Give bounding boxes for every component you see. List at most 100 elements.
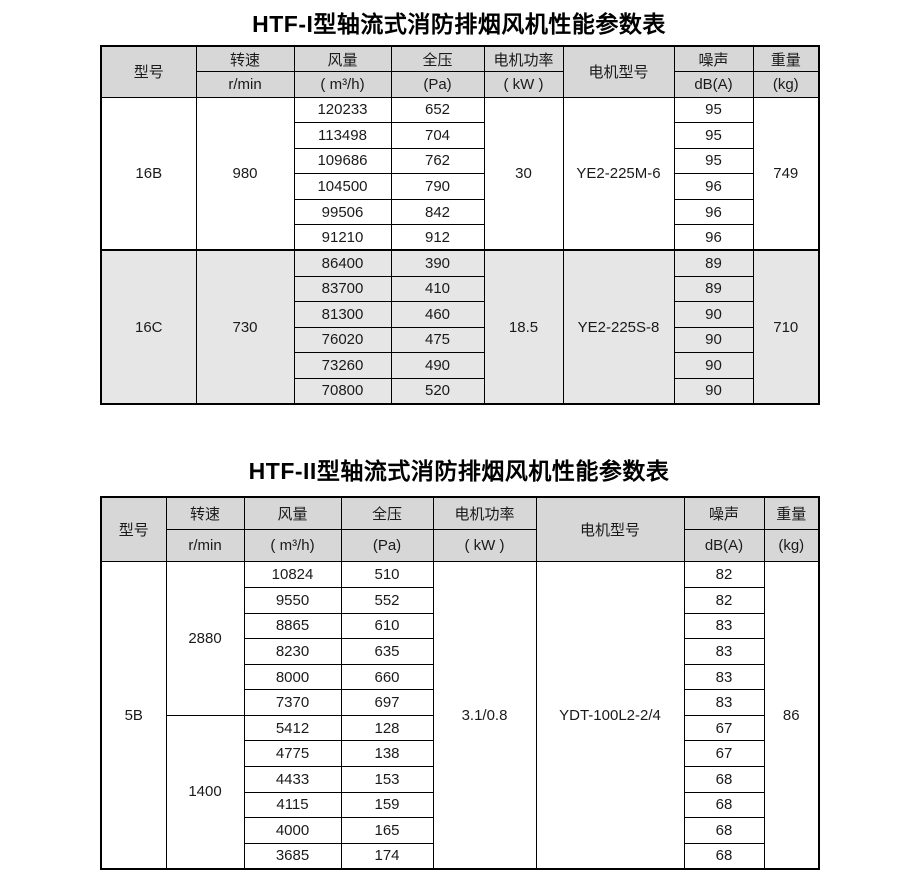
header-flow: 风量 [293, 45, 392, 72]
cell-pressure: 410 [390, 275, 485, 303]
header-pressure: 全压 [340, 496, 434, 530]
cell-flow: 73260 [293, 352, 392, 379]
cell-pressure: 610 [340, 612, 434, 640]
cell-weight: 86 [763, 561, 820, 870]
cell-speed: 2880 [165, 561, 245, 716]
table-row: 70800 520 90 [101, 377, 819, 405]
header-noise-unit: dB(A) [673, 71, 754, 98]
cell-weight: 749 [752, 96, 820, 251]
table-row: 73260 490 90 [101, 352, 819, 379]
cell-noise: 89 [673, 275, 754, 303]
cell-speed: 980 [195, 96, 295, 251]
cell-pressure: 520 [390, 377, 485, 405]
cell-noise: 89 [673, 249, 754, 277]
table-row: 1400 5412 128 67 [101, 714, 819, 870]
cell-flow: 4433 [243, 766, 342, 793]
cell-flow: 4115 [243, 791, 342, 819]
cell-pressure: 128 [340, 714, 434, 742]
cell-flow: 8865 [243, 612, 342, 640]
table-row: 4775 138 67 [101, 740, 819, 768]
cell-flow: 8000 [243, 663, 342, 691]
cell-pressure: 704 [390, 122, 485, 149]
table-row: 3685 174 68 [101, 842, 819, 870]
cell-noise: 83 [683, 612, 765, 640]
cell-pressure: 460 [390, 301, 485, 328]
cell-noise: 68 [683, 817, 765, 844]
cell-flow: 99506 [293, 198, 392, 226]
cell-noise: 82 [683, 561, 765, 589]
header-speed-unit: r/min [165, 528, 245, 563]
header-noise-unit: dB(A) [683, 528, 765, 563]
cell-power: 30 [483, 96, 564, 251]
header-power: 电机功率 [483, 45, 564, 72]
table1-title: HTF-I型轴流式消防排烟风机性能参数表 [252, 11, 666, 37]
header-flow: 风量 [243, 496, 342, 530]
cell-speed: 730 [195, 249, 295, 405]
table-row: 109686 762 95 [101, 147, 819, 175]
cell-pressure: 159 [340, 791, 434, 819]
header-pressure-unit: (Pa) [340, 528, 434, 563]
table-row: 99506 842 96 [101, 198, 819, 226]
cell-noise: 90 [673, 377, 754, 405]
cell-flow: 8230 [243, 638, 342, 665]
cell-flow: 91210 [293, 224, 392, 251]
cell-weight: 710 [752, 249, 820, 405]
header-motor: 电机型号 [535, 496, 685, 563]
cell-noise: 67 [683, 740, 765, 768]
cell-flow: 9550 [243, 587, 342, 614]
cell-flow: 5412 [243, 714, 342, 742]
cell-noise: 96 [673, 224, 754, 251]
cell-pressure: 552 [340, 587, 434, 614]
cell-noise: 90 [673, 301, 754, 328]
cell-speed: 1400 [165, 714, 245, 870]
cell-noise: 95 [673, 147, 754, 175]
cell-power: 18.5 [483, 249, 564, 405]
table2-host: 型号 转速 风量 全压 电机功率 电机型号 噪声 重量 r/min( m³/h) (Pa)( kW… [100, 495, 820, 870]
cell-noise: 95 [673, 96, 754, 124]
table-row: 8865 610 83 [101, 612, 819, 640]
cell-flow: 4775 [243, 740, 342, 768]
cell-pressure: 635 [340, 638, 434, 665]
table-row: 4433 153 68 [101, 766, 819, 793]
cell-noise: 68 [683, 766, 765, 793]
header-noise: 噪声 [683, 496, 765, 530]
cell-pressure: 510 [340, 561, 434, 589]
cell-model: 16C [100, 249, 197, 405]
cell-noise: 96 [673, 198, 754, 226]
cell-pressure: 762 [390, 147, 485, 175]
cell-pressure: 697 [340, 689, 434, 716]
cell-model: 16B [100, 96, 197, 251]
cell-noise: 83 [683, 638, 765, 665]
table-row: 113498 704 95 [101, 122, 819, 149]
cell-flow: 120233 [293, 96, 392, 124]
header-speed: 转速 [165, 496, 245, 530]
cell-flow: 113498 [293, 122, 392, 149]
header-flow-unit: ( m³/h) [243, 528, 342, 563]
header-power-unit: ( kW ) [483, 71, 564, 98]
cell-noise: 82 [683, 587, 765, 614]
table1-host: 型号 转速 风量 全压 电机功率 电机型号 噪声 重量 r/min( m³/h) (Pa)( kW… [100, 45, 820, 405]
cell-pressure: 153 [340, 766, 434, 793]
header-speed-unit: r/min [195, 71, 295, 98]
cell-pressure: 174 [340, 842, 434, 870]
cell-model: 5B [100, 561, 167, 870]
cell-pressure: 165 [340, 817, 434, 844]
cell-flow: 104500 [293, 173, 392, 200]
cell-noise: 90 [673, 326, 754, 354]
table-row: 16C 730 86400 390 18.5 YE2-225S-8 89 710 [100, 249, 820, 405]
header-model: 型号 [100, 496, 167, 563]
header-pressure: 全压 [390, 45, 485, 72]
cell-motor: YDT-100L2-2/4 [535, 561, 685, 870]
cell-noise: 95 [673, 122, 754, 149]
header-weight-unit: (kg) [763, 528, 820, 563]
header-power: 电机功率 [432, 496, 537, 530]
cell-pressure: 390 [390, 249, 485, 277]
header-weight: 重量 [763, 496, 820, 530]
header-weight-unit: (kg) [752, 71, 820, 98]
header-noise: 噪声 [673, 45, 754, 72]
header-motor: 电机型号 [562, 45, 675, 98]
cell-flow: 76020 [293, 326, 392, 354]
performance-table-2: 型号 转速 风量 全压 电机功率 电机型号 噪声 重量 r/min( m³/h) (Pa)( kW… [100, 495, 820, 870]
cell-noise: 68 [683, 842, 765, 870]
